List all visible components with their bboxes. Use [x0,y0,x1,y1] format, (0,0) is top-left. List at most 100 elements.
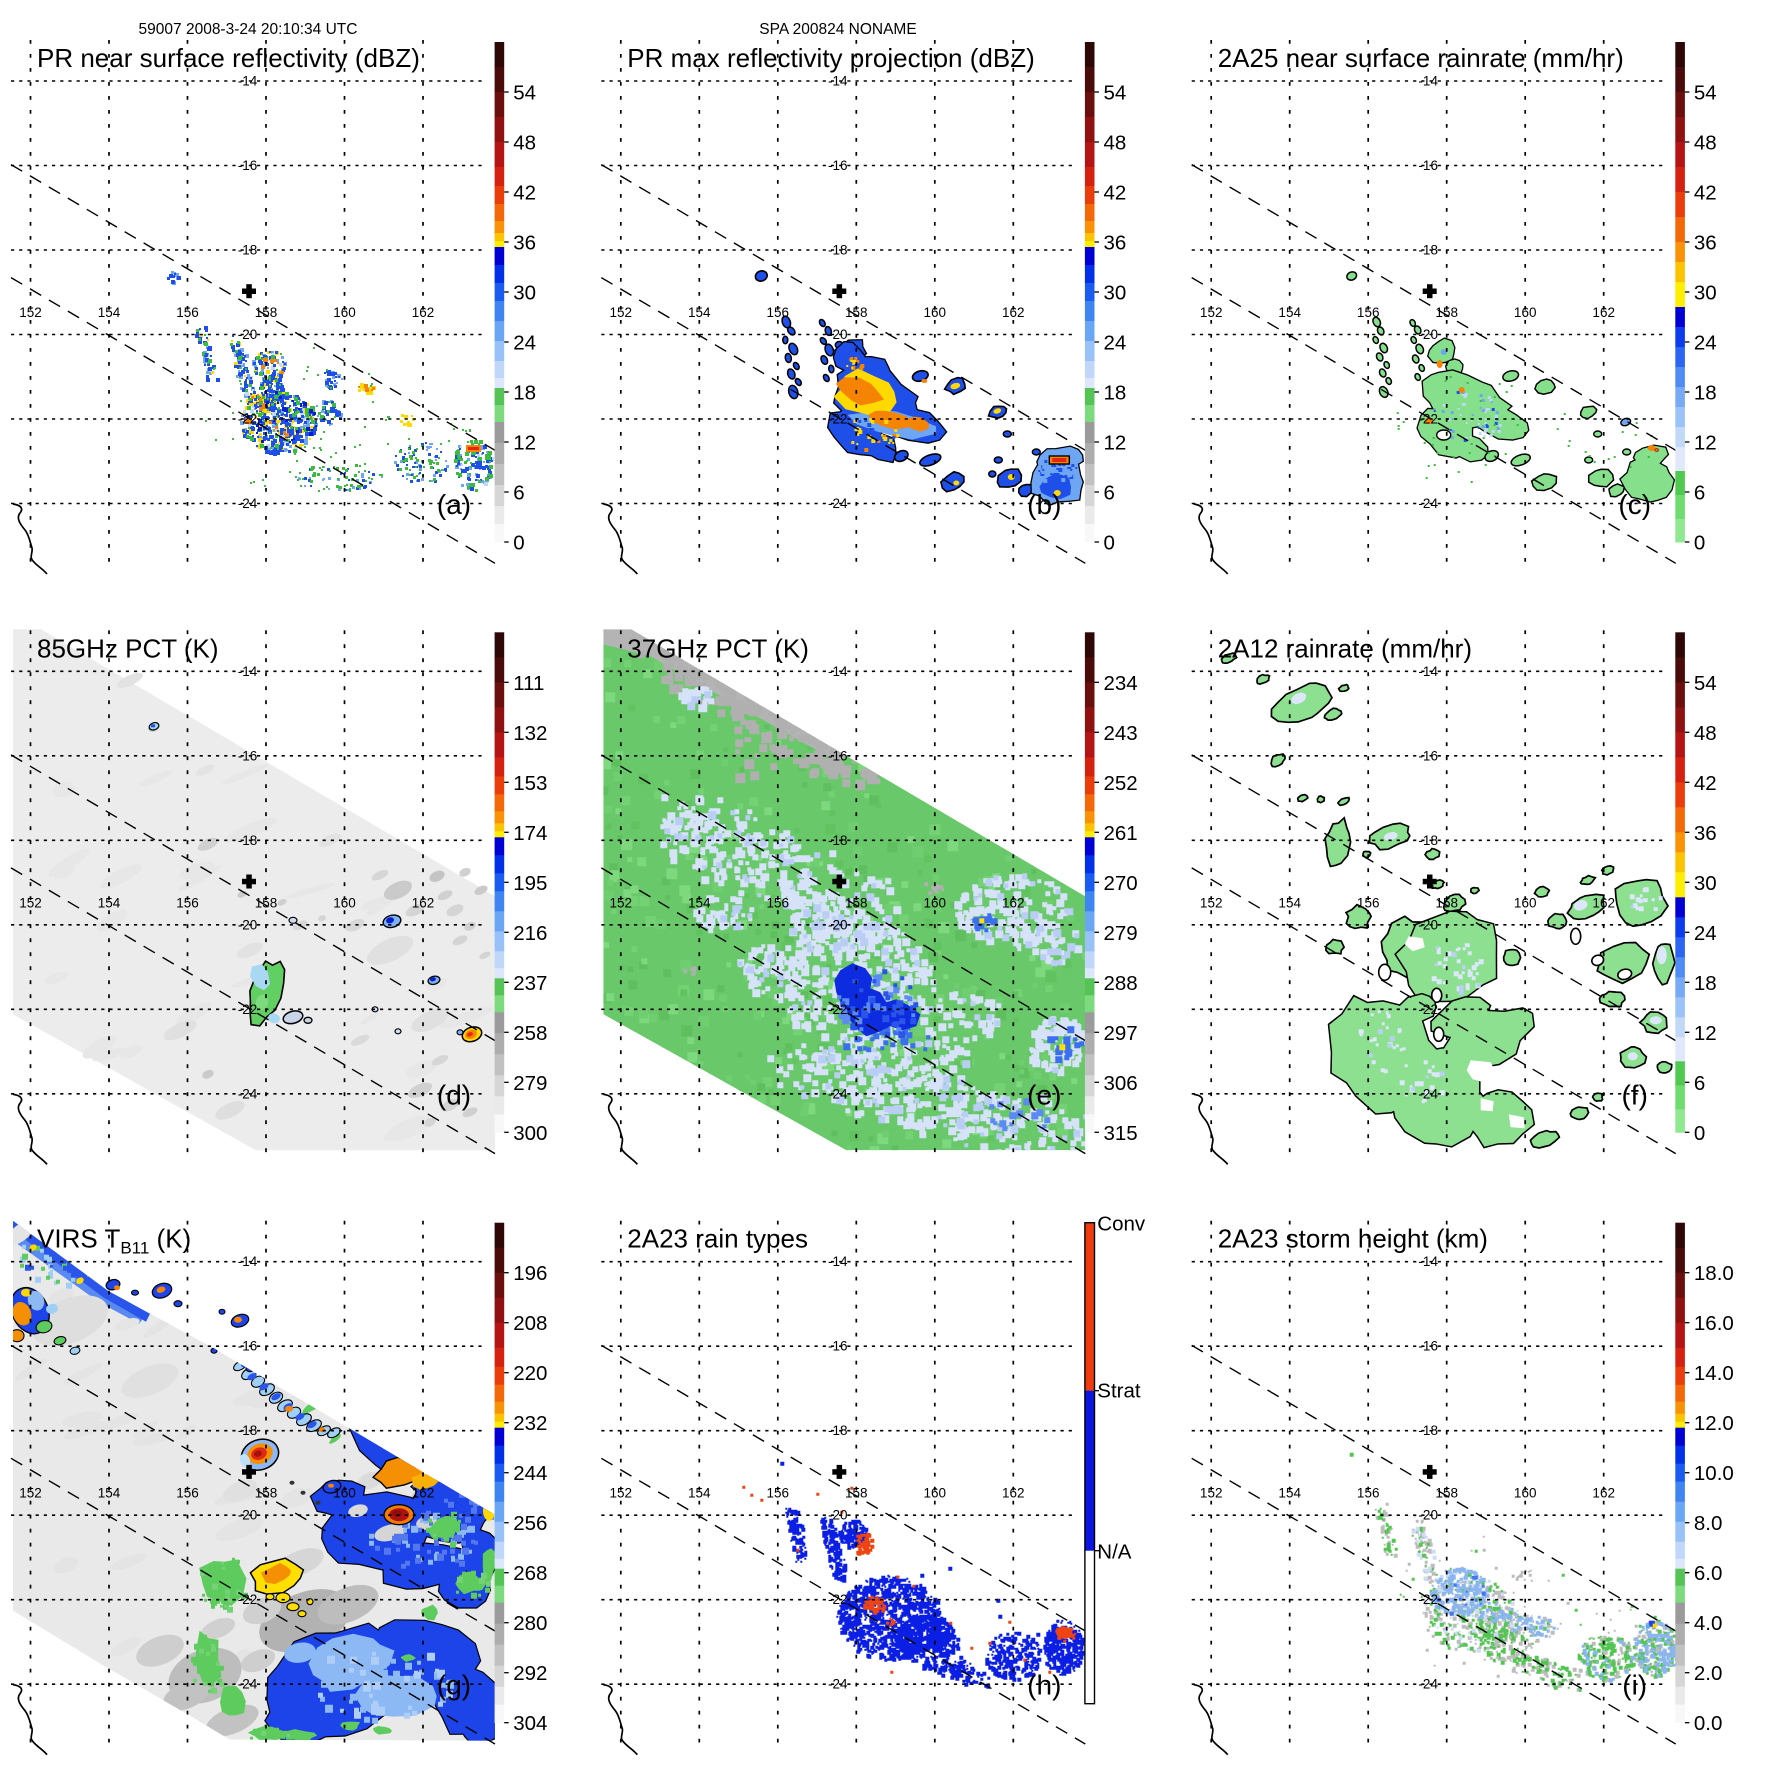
svg-text:-16: -16 [1418,1339,1438,1354]
svg-text:-16: -16 [238,1339,258,1354]
svg-text:292: 292 [513,1662,547,1685]
svg-text:-20: -20 [828,327,848,342]
svg-text:256: 256 [513,1512,547,1535]
svg-text:208: 208 [513,1312,547,1335]
svg-text:18: 18 [1694,972,1717,995]
svg-text:(c): (c) [1618,489,1651,520]
svg-text:48: 48 [1104,132,1127,155]
svg-text:-20: -20 [238,1508,258,1523]
svg-text:156: 156 [1357,1486,1380,1501]
svg-text:54: 54 [1694,82,1717,105]
svg-text:-24: -24 [1418,1677,1438,1692]
svg-text:N/A: N/A [1097,1541,1132,1564]
svg-text:158: 158 [1435,895,1458,910]
svg-text:54: 54 [513,82,536,105]
svg-text:158: 158 [1435,1486,1458,1501]
svg-text:304: 304 [513,1712,547,1735]
svg-text:-22: -22 [238,1002,258,1017]
svg-text:0.0: 0.0 [1694,1712,1723,1735]
svg-text:162: 162 [1002,305,1025,320]
svg-text:232: 232 [513,1412,547,1435]
svg-text:-22: -22 [1418,1002,1438,1017]
svg-text:154: 154 [688,305,711,320]
svg-text:2A23 rain types: 2A23 rain types [627,1224,808,1254]
svg-text:156: 156 [1357,895,1380,910]
svg-text:162: 162 [412,1486,435,1501]
svg-text:162: 162 [412,305,435,320]
svg-text:18.0: 18.0 [1694,1262,1734,1285]
svg-text:36: 36 [1104,232,1127,255]
svg-text:-16: -16 [828,158,848,173]
svg-text:152: 152 [19,1486,42,1501]
svg-text:-22: -22 [828,1002,848,1017]
svg-text:24: 24 [1104,332,1127,355]
svg-text:216: 216 [513,922,547,945]
svg-text:152: 152 [19,895,42,910]
svg-text:154: 154 [98,895,121,910]
svg-text:111: 111 [513,672,544,695]
svg-text:36: 36 [513,232,536,255]
svg-text:-22: -22 [238,412,258,427]
svg-text:160: 160 [1514,895,1537,910]
svg-text:42: 42 [1104,182,1127,205]
svg-text:156: 156 [176,305,199,320]
svg-text:-18: -18 [1418,833,1438,848]
svg-text:156: 156 [1357,305,1380,320]
svg-text:0: 0 [1694,1122,1705,1145]
svg-text:48: 48 [1694,722,1717,745]
svg-text:12: 12 [513,432,536,455]
svg-text:154: 154 [98,1486,121,1501]
svg-text:36: 36 [1694,822,1717,845]
svg-text:6: 6 [1694,1072,1705,1095]
svg-text:160: 160 [924,895,947,910]
svg-text:-16: -16 [238,748,258,763]
svg-text:306: 306 [1104,1072,1138,1095]
svg-text:-20: -20 [1418,1508,1438,1523]
svg-text:158: 158 [1435,305,1458,320]
svg-text:-22: -22 [1418,412,1438,427]
svg-text:158: 158 [845,305,868,320]
svg-text:196: 196 [513,1262,547,1285]
svg-text:0: 0 [513,532,524,555]
svg-text:PR near surface reflectivity (: PR near surface reflectivity (dBZ) [37,43,420,73]
svg-text:152: 152 [1200,895,1223,910]
svg-text:2A25 near surface rainrate (mm: 2A25 near surface rainrate (mm/hr) [1218,43,1624,73]
svg-text:Conv: Conv [1097,1213,1146,1236]
svg-text:152: 152 [19,305,42,320]
svg-text:156: 156 [767,895,790,910]
svg-text:297: 297 [1104,1022,1138,1045]
svg-text:154: 154 [1278,1486,1301,1501]
svg-text:24: 24 [1694,332,1717,355]
svg-text:0: 0 [1694,532,1705,555]
svg-text:160: 160 [333,305,356,320]
svg-text:154: 154 [1278,305,1301,320]
svg-text:30: 30 [1104,282,1127,305]
svg-text:2A12 rainrate (mm/hr): 2A12 rainrate (mm/hr) [1218,633,1472,663]
svg-text:24: 24 [513,332,536,355]
svg-text:-24: -24 [828,496,848,511]
svg-text:160: 160 [333,1486,356,1501]
svg-text:-14: -14 [1418,664,1438,679]
svg-text:268: 268 [513,1562,547,1585]
svg-text:24: 24 [1694,922,1717,945]
svg-text:-18: -18 [238,1423,258,1438]
svg-text:-14: -14 [828,664,848,679]
svg-text:-24: -24 [1418,496,1438,511]
svg-text:(g): (g) [437,1670,471,1701]
svg-text:160: 160 [924,1486,947,1501]
svg-text:158: 158 [255,305,278,320]
svg-text:48: 48 [1694,132,1717,155]
svg-text:280: 280 [513,1612,547,1635]
svg-text:30: 30 [513,282,536,305]
svg-text:-14: -14 [1418,1254,1438,1269]
svg-text:-18: -18 [828,833,848,848]
svg-text:6: 6 [513,482,524,505]
svg-text:12: 12 [1104,432,1127,455]
svg-text:-22: -22 [238,1592,258,1607]
svg-text:42: 42 [1694,772,1717,795]
svg-text:156: 156 [176,895,199,910]
svg-text:6: 6 [1104,482,1115,505]
svg-text:270: 270 [1104,872,1138,895]
svg-text:152: 152 [610,1486,633,1501]
svg-text:12.0: 12.0 [1694,1412,1734,1435]
